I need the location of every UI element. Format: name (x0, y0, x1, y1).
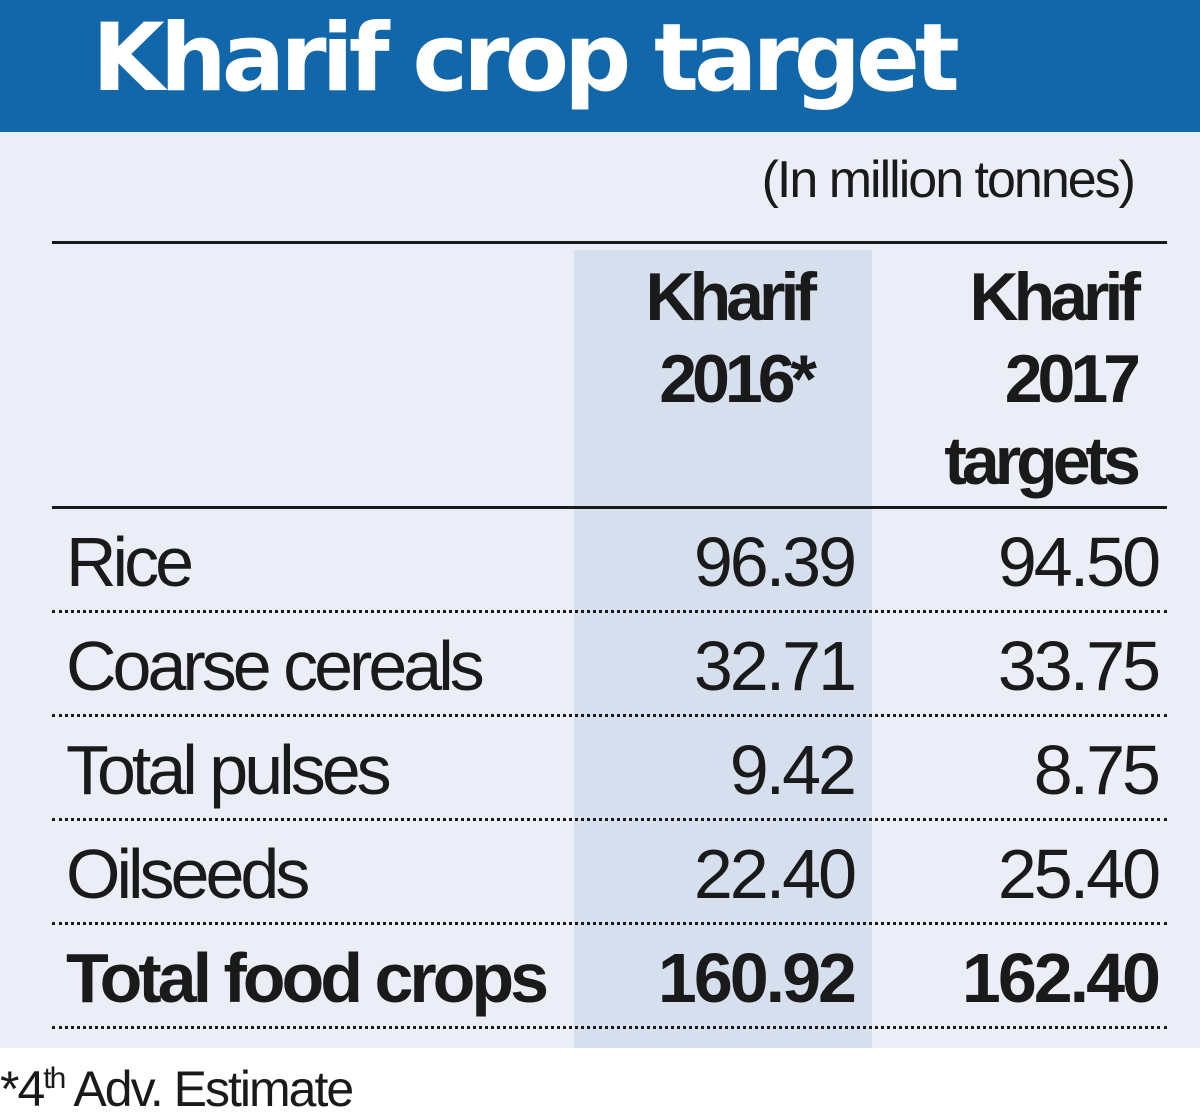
column-header-line: targets (944, 423, 1141, 499)
header-rule-bottom (52, 506, 1167, 509)
table-row-oilseeds: Oilseeds 22.40 25.40 (52, 821, 1167, 925)
row-label: Total pulses (66, 731, 392, 809)
value-2017: 25.40 (997, 835, 1161, 913)
value-2016: 160.92 (657, 939, 857, 1017)
row-label: Oilseeds (66, 835, 310, 913)
value-2017: 94.50 (997, 523, 1161, 601)
value-2016: 32.71 (693, 627, 857, 705)
value-2017: 33.75 (997, 627, 1161, 705)
value-2017: 8.75 (1033, 731, 1161, 809)
value-2017: 162.40 (961, 939, 1161, 1017)
value-2016: 96.39 (693, 523, 857, 601)
column-header-line: 2016* (659, 341, 817, 417)
footnote-text: Adv. Estimate (64, 1061, 354, 1117)
unit-note: (In million tonnes) (761, 151, 1136, 209)
header-rule-top (52, 241, 1167, 244)
row-label: Rice (66, 523, 194, 601)
column-header-line: 2017 (1004, 341, 1141, 417)
footnote: *4th Adv. Estimate (0, 1050, 354, 1117)
footnote-ordinal: th (43, 1062, 66, 1095)
column-header-2016: Kharif 2016* (560, 256, 817, 420)
row-label: Total food crops (66, 939, 549, 1017)
column-header-line: Kharif (969, 259, 1141, 335)
column-header-line: Kharif (645, 259, 817, 335)
value-2016: 9.42 (729, 731, 857, 809)
title-bar: Kharif crop target (0, 0, 1200, 132)
table-row-total-food-crops: Total food crops 160.92 162.40 (52, 925, 1167, 1029)
column-header-2017: Kharif 2017 targets (860, 256, 1141, 502)
chart-title: Kharif crop target (92, 4, 960, 113)
column-highlight-2016 (574, 250, 872, 1048)
row-label: Coarse cereals (66, 627, 485, 705)
table-row-rice: Rice 96.39 94.50 (52, 509, 1167, 613)
table-row-total-pulses: Total pulses 9.42 8.75 (52, 717, 1167, 821)
footnote-prefix: *4 (0, 1061, 45, 1117)
value-2016: 22.40 (693, 835, 857, 913)
table-row-coarse-cereals: Coarse cereals 32.71 33.75 (52, 613, 1167, 717)
